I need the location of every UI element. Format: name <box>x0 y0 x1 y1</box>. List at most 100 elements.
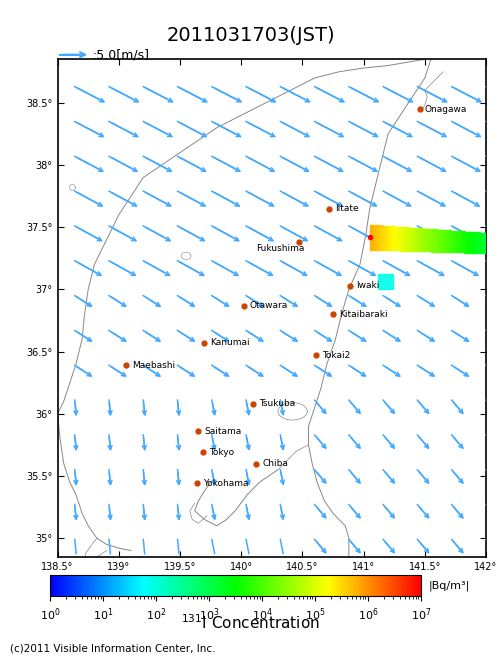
Bar <box>462 231 463 252</box>
Bar <box>469 232 470 252</box>
Bar <box>372 225 373 250</box>
Text: Iitate: Iitate <box>336 204 359 213</box>
Text: Saitama: Saitama <box>204 427 241 436</box>
Bar <box>468 232 469 252</box>
Bar <box>408 227 409 251</box>
Bar <box>459 231 460 252</box>
Bar <box>436 229 437 252</box>
Bar <box>455 231 456 252</box>
Bar <box>484 233 485 253</box>
Bar <box>438 229 440 252</box>
Bar <box>470 232 471 252</box>
Bar <box>458 231 459 252</box>
Bar <box>453 231 454 252</box>
Bar <box>467 232 468 252</box>
Bar <box>381 225 382 250</box>
Bar <box>404 227 405 250</box>
Bar <box>412 228 413 251</box>
Text: Yokohama: Yokohama <box>203 479 249 488</box>
Bar <box>482 233 483 253</box>
Bar <box>418 228 419 251</box>
Bar <box>444 230 445 252</box>
Bar <box>423 229 424 251</box>
Bar <box>393 227 394 250</box>
Bar <box>456 231 457 252</box>
Bar <box>376 225 377 250</box>
Bar <box>395 227 396 250</box>
Bar <box>487 233 488 253</box>
Text: Onagawa: Onagawa <box>425 105 467 113</box>
Bar <box>433 229 434 252</box>
Bar <box>489 233 490 253</box>
Bar <box>434 229 435 252</box>
Text: Tokyo: Tokyo <box>209 448 234 457</box>
Text: Tokai2: Tokai2 <box>322 351 350 360</box>
Bar <box>417 228 418 251</box>
Text: Otawara: Otawara <box>250 301 288 310</box>
Bar <box>380 225 381 250</box>
Bar <box>479 233 480 253</box>
Bar <box>440 230 441 252</box>
Bar <box>425 229 426 251</box>
Bar <box>428 229 429 251</box>
Bar <box>422 229 423 251</box>
Bar <box>447 230 448 252</box>
Bar <box>486 233 487 253</box>
Text: Maebashi: Maebashi <box>132 360 175 370</box>
Text: $^{131}$I Concentration: $^{131}$I Concentration <box>181 614 320 632</box>
Bar <box>485 233 486 253</box>
Bar <box>398 227 399 250</box>
Bar <box>472 232 473 253</box>
Bar <box>427 229 428 251</box>
Bar <box>392 226 393 250</box>
Bar <box>405 227 406 250</box>
Bar <box>383 225 384 250</box>
Bar <box>451 231 452 252</box>
Bar <box>387 226 388 250</box>
Bar <box>441 230 442 252</box>
Text: Tsukuba: Tsukuba <box>260 399 296 409</box>
Bar <box>461 231 462 252</box>
Bar <box>474 232 475 253</box>
Bar <box>449 231 450 252</box>
Bar <box>382 225 383 250</box>
Bar <box>465 231 466 252</box>
Bar <box>420 228 421 251</box>
Bar <box>464 231 465 252</box>
Bar <box>415 228 416 251</box>
Bar <box>401 227 402 250</box>
Text: Fukushima: Fukushima <box>256 244 304 253</box>
Bar <box>373 225 374 250</box>
Bar <box>390 226 391 250</box>
Bar <box>407 227 408 251</box>
Bar <box>452 231 453 252</box>
Bar <box>466 231 467 252</box>
Bar <box>471 232 472 252</box>
Bar <box>386 226 387 250</box>
Bar <box>426 229 427 251</box>
Bar <box>437 229 438 252</box>
Bar <box>435 229 436 252</box>
Bar <box>385 226 386 250</box>
Text: Kanumai: Kanumai <box>210 339 250 347</box>
Bar <box>431 229 432 252</box>
Text: Chiba: Chiba <box>262 459 288 468</box>
Bar <box>450 231 451 252</box>
Bar <box>410 227 411 251</box>
Bar <box>424 229 425 251</box>
Text: (c)2011 Visible Information Center, Inc.: (c)2011 Visible Information Center, Inc. <box>10 644 215 654</box>
Bar <box>375 225 376 250</box>
Text: :5.0[m/s]: :5.0[m/s] <box>93 48 150 61</box>
Bar <box>384 226 385 250</box>
Bar <box>454 231 455 252</box>
Bar <box>460 231 461 252</box>
Bar <box>475 232 476 253</box>
Bar <box>402 227 403 250</box>
Bar <box>397 227 398 250</box>
Bar <box>476 233 477 253</box>
Bar <box>463 231 464 252</box>
Bar <box>491 233 492 253</box>
Bar <box>488 233 489 253</box>
Bar <box>477 233 479 253</box>
Bar <box>396 227 397 250</box>
